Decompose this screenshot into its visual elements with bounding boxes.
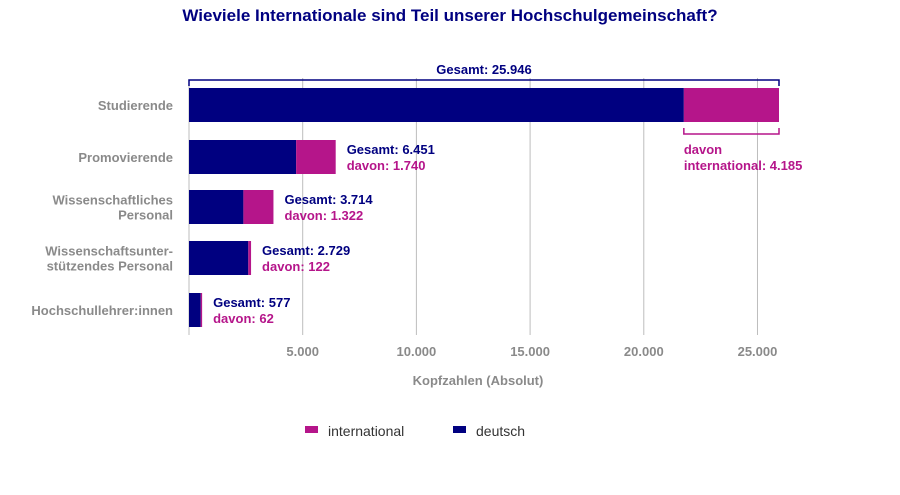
x-tick-label: 15.000 [510,344,550,359]
legend-label-international: international [328,423,404,439]
category-label: Personal [118,208,173,223]
bar-deutsch [189,140,297,174]
bar-deutsch [189,190,244,224]
category-label: stützendes Personal [47,259,173,274]
x-tick-label: 20.000 [624,344,664,359]
bar-deutsch [189,241,249,275]
bar-deutsch [189,88,684,122]
bar-international [248,241,252,275]
legend-swatch-international [305,426,318,433]
category-label: Promovierende [78,150,173,165]
bar-deutsch [189,293,201,327]
annotation-total: Gesamt: 2.729 [262,243,350,258]
annotation-total: Gesamt: 6.451 [347,142,435,157]
category-label: Hochschullehrer:innen [31,303,173,318]
annotation-total: Gesamt: 25.946 [436,62,531,77]
x-tick-label: 25.000 [738,344,778,359]
bar-international [243,190,274,224]
legend-swatch-deutsch [453,426,466,433]
chart-title: Wieviele Internationale sind Teil unsere… [182,6,718,25]
annotation-international: davon: 62 [213,311,274,326]
annotation-international: davon: 122 [262,259,330,274]
annotation-international: davon [684,142,722,157]
total-bracket [188,79,780,86]
legend-label-deutsch: deutsch [476,423,525,439]
annotation-international: international: 4.185 [684,158,802,173]
annotation-international: davon: 1.322 [284,208,363,223]
international-bracket [683,128,780,135]
x-tick-label: 10.000 [397,344,437,359]
category-label: Wissenschaftsunter- [45,244,173,259]
annotation-international: davon: 1.740 [347,158,426,173]
x-axis-label: Kopfzahlen (Absolut) [413,373,544,388]
bar-international [683,88,779,122]
x-tick-label: 5.000 [286,344,319,359]
bar-international [296,140,336,174]
category-label: Studierende [98,98,173,113]
annotation-total: Gesamt: 3.714 [284,192,373,207]
bar-international [200,293,203,327]
category-label: Wissenschaftliches [52,193,173,208]
annotation-total: Gesamt: 577 [213,295,290,310]
